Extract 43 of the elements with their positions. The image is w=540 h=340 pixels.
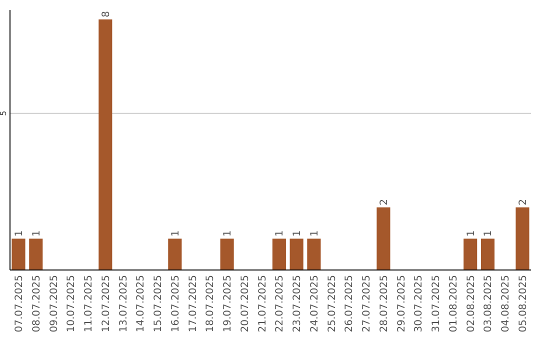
data-label: 1: [222, 230, 234, 237]
y-tick-label: 5: [0, 110, 8, 116]
data-label: 1: [31, 230, 42, 237]
x-tick-label: 08.07.2025: [31, 275, 42, 332]
x-tick-label: 27.07.2025: [362, 275, 373, 332]
x-tick-label: 19.07.2025: [222, 275, 234, 332]
data-label: 2: [518, 198, 529, 206]
x-tick-label: 30.07.2025: [414, 275, 425, 332]
x-tick-label: 07.07.2025: [14, 275, 26, 332]
x-tick-label: 16.07.2025: [170, 275, 182, 332]
x-tick-label: 31.07.2025: [431, 275, 442, 332]
x-tick-label: 21.07.2025: [257, 275, 268, 332]
x-tick-label: 24.07.2025: [309, 275, 320, 332]
x-tick-label: 11.07.2025: [84, 275, 95, 332]
x-tick-label: 29.07.2025: [396, 275, 408, 332]
x-tick-label: 03.08.2025: [483, 275, 494, 332]
data-label: 1: [274, 230, 286, 237]
x-tick-label: 04.08.2025: [500, 275, 512, 332]
data-label: 1: [292, 230, 304, 237]
data-label: 2: [378, 198, 390, 206]
x-tick-label: 26.07.2025: [344, 275, 356, 332]
x-tick-label: 28.07.2025: [378, 275, 390, 332]
data-label: 1: [14, 230, 26, 237]
x-tick-label: 09.07.2025: [48, 275, 60, 332]
x-tick-label: 18.07.2025: [205, 275, 216, 332]
x-tick-label: 12.07.2025: [100, 275, 112, 332]
data-label: 1: [483, 230, 494, 237]
x-tick-label: 25.07.2025: [326, 275, 338, 332]
data-label: 1: [466, 230, 477, 237]
x-tick-label: 05.08.2025: [518, 275, 529, 332]
x-tick-label: 10.07.2025: [66, 275, 78, 332]
x-tick-label: 20.07.2025: [240, 275, 251, 332]
data-label: 1: [309, 230, 320, 237]
x-tick-label: 14.07.2025: [136, 275, 147, 332]
x-tick-label: 01.08.2025: [448, 275, 460, 332]
x-tick-label: 17.07.2025: [188, 275, 199, 332]
x-tick-label: 15.07.2025: [153, 275, 164, 332]
x-tick-label: 13.07.2025: [118, 275, 130, 332]
x-tick-label: 22.07.2025: [274, 275, 286, 332]
x-tick-label: 23.07.2025: [292, 275, 304, 332]
x-tick-label: 02.08.2025: [466, 275, 477, 332]
data-label: 8: [100, 11, 112, 18]
data-label: 1: [170, 230, 182, 237]
